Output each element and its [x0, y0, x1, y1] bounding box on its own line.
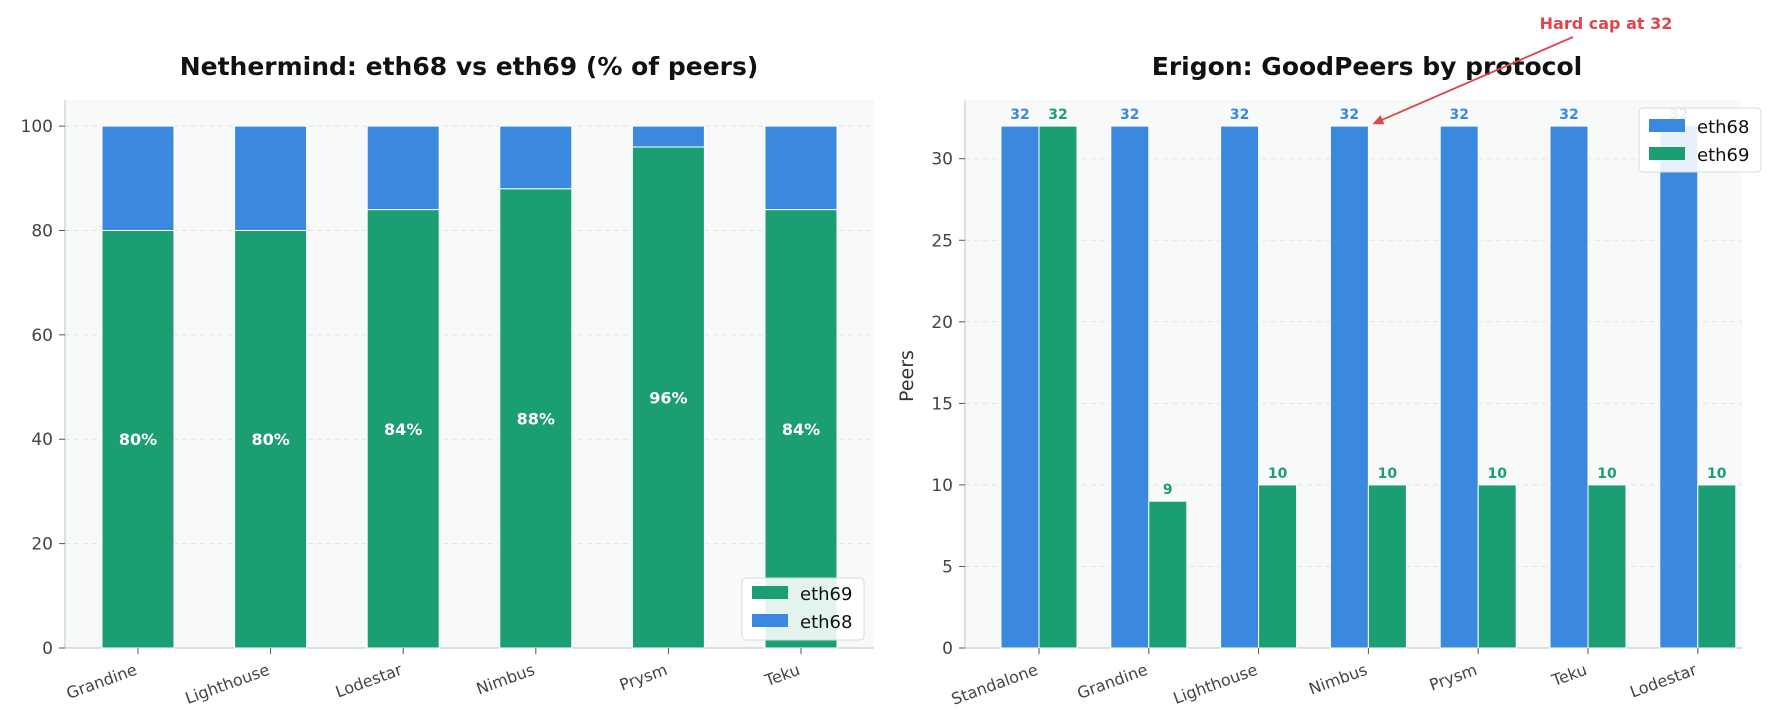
chart-1-bars: 80% 80% 84% 88% 96% 84% [101, 125, 838, 649]
chart-1-title: Nethermind: eth68 vs eth69 (% of peers) [180, 52, 759, 81]
chart-2-data-label-eth68: 32 [1120, 107, 1139, 123]
chart-1-bar-eth68 [631, 125, 705, 148]
chart-2-x-tick-label: Nimbus [1306, 660, 1369, 699]
chart-2-bar-eth69 [1038, 125, 1078, 649]
chart-2-legend-swatch-eth69 [1649, 147, 1685, 160]
chart-2-legend: eth68 eth69 [1638, 107, 1762, 173]
annotation-arrow-line [1380, 36, 1574, 122]
chart-1-legend-label-eth68: eth68 [800, 612, 852, 633]
chart-1-bar-eth68 [366, 125, 440, 211]
chart-2-bar-eth68 [1549, 125, 1589, 649]
chart-1-data-label: 84% [782, 420, 820, 439]
chart-2-bar-eth69 [1697, 484, 1737, 649]
chart-1-bar-eth69 [101, 229, 175, 649]
chart-2-y-axis-label: Peers [896, 350, 918, 402]
nethermind-chart: 80% 80% 84% 88% 96% 84% 0 20 40 60 80 100 Grandine… [21, 52, 874, 708]
chart-2-x-tick-label: Teku [1548, 660, 1589, 690]
chart-2-y-tick-label: 15 [931, 394, 953, 414]
chart-2-x-tick-label: Lighthouse [1171, 660, 1260, 708]
chart-2-bar-eth69 [1367, 484, 1407, 649]
chart-2-x-tick-label: Grandine [1075, 660, 1151, 703]
chart-1-x-tick-label: Teku [761, 660, 802, 690]
chart-2-bar-eth68 [1329, 125, 1369, 649]
chart-1-legend: eth69 eth68 [741, 577, 865, 641]
chart-2-x-tick-label: Prysm [1427, 660, 1480, 695]
annotation-arrow-head [1372, 115, 1385, 125]
chart-1-x-tick-label: Prysm [617, 660, 670, 695]
chart-2-data-label-eth69: 9 [1163, 482, 1173, 498]
chart-2-data-label-eth68: 32 [1010, 107, 1029, 123]
chart-2-y-tick-label: 5 [942, 557, 953, 577]
chart-2-data-label-eth69: 10 [1268, 466, 1288, 482]
chart-2-y-tick-label: 25 [931, 231, 953, 251]
chart-2-bar-eth68 [1220, 125, 1260, 649]
chart-1-plot-area [65, 100, 874, 648]
chart-2-legend-label-eth69: eth69 [1697, 145, 1749, 166]
chart-2-x-tick-label: Standalone [949, 660, 1041, 709]
chart-1-x-tick-label: Nimbus [474, 660, 537, 699]
chart-1-y-tick-label: 80 [31, 221, 53, 241]
chart-1-legend-label-eth69: eth69 [800, 584, 852, 605]
chart-2-x-tick-label: Lodestar [1627, 660, 1699, 702]
chart-2-bar-eth69 [1148, 500, 1188, 649]
chart-1-data-label: 96% [649, 388, 687, 407]
chart-2-data-label-eth69: 10 [1378, 466, 1398, 482]
chart-2-data-label-eth68: 32 [1449, 107, 1468, 123]
chart-2-bar-eth68 [1659, 125, 1699, 649]
chart-2-data-label-eth69: 32 [1048, 107, 1067, 123]
chart-2-y-tick-label: 30 [931, 150, 953, 170]
chart-2-bars: 323232932103210321032103210 [1000, 107, 1737, 649]
chart-2-data-label-eth69: 10 [1487, 466, 1507, 482]
chart-1-bar-eth68 [234, 125, 308, 231]
chart-1-x-tick-label: Grandine [64, 660, 140, 703]
chart-2-bar-eth69 [1477, 484, 1517, 649]
chart-1-x-tick-label: Lighthouse [183, 660, 272, 708]
chart-1-bar-eth69 [366, 209, 440, 649]
chart-2-bar-eth69 [1258, 484, 1298, 649]
chart-1-bar-eth68 [764, 125, 838, 211]
chart-2-x-ticks: Standalone Grandine Lighthouse Nimbus Prysm T… [949, 648, 1700, 709]
chart-2-annotation: Hard cap at 32 [1372, 14, 1673, 125]
chart-2-legend-swatch-eth68 [1649, 119, 1685, 132]
chart-1-data-label: 88% [517, 409, 555, 428]
chart-2-y-tick-label: 0 [942, 639, 953, 659]
chart-2-y-tick-label: 10 [931, 476, 953, 496]
chart-1-y-ticks: 0 20 40 60 80 100 [21, 117, 65, 659]
chart-1-x-tick-label: Lodestar [333, 660, 405, 702]
chart-1-legend-swatch-eth68 [752, 614, 788, 627]
chart-1-x-ticks: Grandine Lighthouse Lodestar Nimbus Prysm Tek… [64, 648, 802, 708]
chart-1-y-tick-label: 0 [42, 639, 53, 659]
chart-2-legend-label-eth68: eth68 [1697, 117, 1749, 138]
chart-1-bar-eth68 [101, 125, 175, 231]
chart-2-bar-eth68 [1110, 125, 1150, 649]
chart-1-y-tick-label: 100 [21, 117, 53, 137]
chart-2-data-label-eth68: 32 [1340, 107, 1359, 123]
chart-2-bar-eth68 [1000, 125, 1040, 649]
chart-1-data-label: 80% [119, 430, 157, 449]
chart-2-data-label-eth69: 10 [1707, 466, 1727, 482]
chart-2-data-label-eth68: 32 [1559, 107, 1578, 123]
chart-1-bar-eth68 [499, 125, 573, 190]
chart-1-y-tick-label: 60 [31, 326, 53, 346]
chart-1-bar-eth69 [499, 188, 573, 649]
annotation-text: Hard cap at 32 [1540, 14, 1673, 33]
chart-2-bar-eth68 [1439, 125, 1479, 649]
chart-1-bar-eth69 [631, 146, 705, 649]
chart-2-y-tick-label: 20 [931, 313, 953, 333]
chart-1-data-label: 80% [251, 430, 289, 449]
chart-2-data-label-eth69: 10 [1597, 466, 1617, 482]
chart-1-y-tick-label: 40 [31, 430, 53, 450]
chart-1-data-label: 84% [384, 420, 422, 439]
chart-1-legend-swatch-eth69 [752, 586, 788, 599]
erigon-chart: 323232932103210321032103210 051015202530… [896, 14, 1762, 709]
chart-1-y-tick-label: 20 [31, 535, 53, 555]
chart-2-data-label-eth68: 32 [1230, 107, 1249, 123]
chart-2-bar-eth69 [1587, 484, 1627, 649]
chart-2-title: Erigon: GoodPeers by protocol [1152, 52, 1582, 81]
chart-2-y-ticks: 0 5 10 15 20 25 30 [931, 150, 965, 659]
chart-1-bar-eth69 [234, 229, 308, 649]
